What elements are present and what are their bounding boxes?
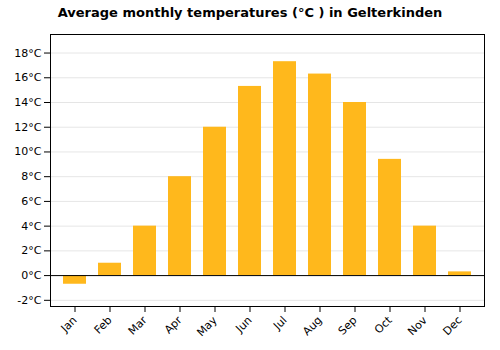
svg-text:Dec: Dec xyxy=(440,314,464,338)
html-text:Average monthly temperatures (: Average monthly temperatures (°C ) in Ge… xyxy=(57,5,443,20)
svg-text:Nov: Nov xyxy=(405,313,430,338)
svg-text:May: May xyxy=(194,313,220,339)
svg-text:Jan: Jan xyxy=(58,314,80,336)
svg-text:Aug: Aug xyxy=(300,314,324,338)
svg-text:Jul: Jul xyxy=(270,314,289,333)
svg-text:Jun: Jun xyxy=(233,314,255,336)
svg-text:Feb: Feb xyxy=(92,314,115,337)
svg-text:Apr: Apr xyxy=(162,313,185,336)
svg-text:Mar: Mar xyxy=(126,313,150,337)
svg-text:10°C: 10°C xyxy=(14,145,41,158)
svg-text:12°C: 12°C xyxy=(14,121,41,134)
svg-text:0°C: 0°C xyxy=(21,269,41,282)
svg-text:18°C: 18°C xyxy=(14,47,41,60)
svg-text:Sep: Sep xyxy=(336,314,360,338)
svg-text:-2°C: -2°C xyxy=(17,294,41,307)
svg-text:16°C: 16°C xyxy=(14,71,41,84)
svg-text:2°C: 2°C xyxy=(21,244,41,257)
svg-text:14°C: 14°C xyxy=(14,96,41,109)
svg-text:6°C: 6°C xyxy=(21,195,41,208)
svg-text:4°C: 4°C xyxy=(21,220,41,233)
svg-text:8°C: 8°C xyxy=(21,170,41,183)
svg-text:Oct: Oct xyxy=(372,313,395,336)
